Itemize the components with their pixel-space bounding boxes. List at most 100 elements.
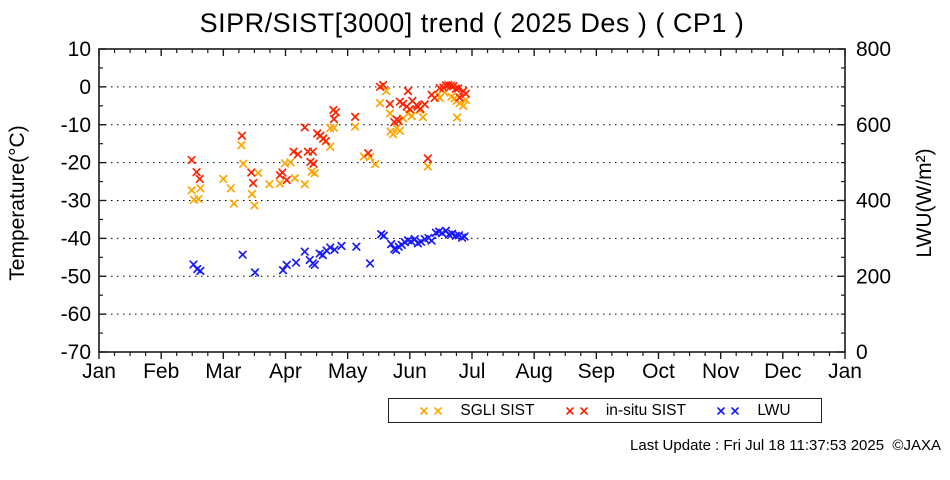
y-tick-label: 10 bbox=[68, 38, 91, 61]
plot-frame bbox=[98, 48, 846, 353]
data-point-marker bbox=[250, 201, 259, 210]
data-point-marker bbox=[326, 243, 335, 252]
data-point-marker bbox=[403, 86, 413, 96]
legend-label: SGLI SIST bbox=[460, 401, 535, 419]
x-tick-label: Jan bbox=[828, 360, 862, 383]
x-tick-label: May bbox=[328, 360, 368, 383]
data-point-marker bbox=[352, 242, 361, 251]
plot-area: 100-10-20-30-40-50-60-708006004002000Jan… bbox=[61, 38, 891, 383]
data-point-marker bbox=[226, 184, 235, 193]
data-point-marker bbox=[310, 260, 319, 270]
data-point-marker bbox=[289, 147, 298, 156]
y-axis-label-left: Temperature(°C) bbox=[6, 125, 29, 280]
data-point-marker bbox=[423, 162, 433, 171]
legend-label: in-situ SIST bbox=[605, 401, 686, 419]
data-point-marker bbox=[461, 95, 470, 104]
data-point-marker bbox=[365, 152, 375, 162]
data-point-marker bbox=[196, 266, 205, 276]
data-point-marker bbox=[237, 131, 247, 140]
data-point-marker bbox=[310, 169, 319, 178]
data-point-marker bbox=[455, 93, 464, 102]
data-point-marker bbox=[194, 194, 203, 204]
data-point-marker bbox=[321, 136, 331, 146]
legend-entry-lwu: LWU bbox=[716, 401, 791, 420]
data-point-marker bbox=[247, 168, 256, 177]
data-point-marker bbox=[420, 406, 429, 415]
y2-tick-label: 600 bbox=[856, 114, 891, 137]
data-point-marker bbox=[382, 86, 391, 96]
y-tick-label: -70 bbox=[61, 341, 91, 364]
data-point-marker bbox=[326, 142, 335, 151]
data-point-marker bbox=[291, 258, 301, 267]
data-point-marker bbox=[418, 113, 428, 122]
data-point-marker bbox=[286, 158, 295, 167]
data-point-marker bbox=[239, 159, 248, 168]
x-tick-label: Jun bbox=[393, 360, 427, 383]
y2-tick-label: 200 bbox=[856, 265, 891, 288]
data-point-marker bbox=[375, 99, 385, 108]
y2-tick-label: 800 bbox=[856, 38, 891, 61]
data-point-marker bbox=[580, 406, 588, 415]
data-point-marker bbox=[275, 179, 285, 188]
data-point-marker bbox=[250, 268, 260, 277]
data-point-marker bbox=[379, 231, 388, 240]
data-point-marker bbox=[300, 180, 309, 189]
data-point-marker bbox=[187, 155, 196, 165]
data-point-marker bbox=[219, 174, 228, 184]
data-point-marker bbox=[350, 122, 360, 131]
data-point-marker bbox=[329, 114, 339, 124]
data-point-marker bbox=[717, 406, 726, 415]
data-point-marker bbox=[370, 159, 380, 169]
data-point-marker bbox=[192, 167, 201, 177]
x-marker-icon bbox=[566, 406, 588, 415]
data-point-marker bbox=[196, 184, 205, 193]
data-point-marker bbox=[300, 247, 309, 256]
x-tick-label: Jul bbox=[459, 360, 486, 383]
x-tick-label: Dec bbox=[764, 360, 801, 383]
data-point-marker bbox=[423, 154, 433, 163]
y-tick-label: -50 bbox=[61, 265, 91, 288]
data-point-marker bbox=[278, 266, 288, 275]
data-point-marker bbox=[247, 189, 257, 199]
data-point-marker bbox=[446, 81, 456, 90]
chart-legend: SGLI SIST in-situ SIST LWU bbox=[388, 398, 822, 423]
x-tick-label: Mar bbox=[205, 360, 241, 383]
data-point-marker bbox=[365, 259, 375, 268]
data-point-marker bbox=[385, 99, 395, 109]
x-tick-label: Apr bbox=[269, 360, 302, 383]
data-point-marker bbox=[187, 186, 196, 195]
x-tick-label: Oct bbox=[642, 360, 675, 383]
data-point-marker bbox=[420, 100, 429, 109]
legend-label: LWU bbox=[757, 401, 791, 419]
data-point-marker bbox=[395, 126, 405, 135]
data-point-marker bbox=[452, 113, 462, 122]
legend-entry-in-situ-sist: in-situ SIST bbox=[565, 402, 686, 420]
y-tick-label: -60 bbox=[61, 303, 91, 326]
data-point-marker bbox=[406, 237, 416, 246]
x-tick-label: Jan bbox=[82, 360, 116, 383]
data-point-marker bbox=[407, 111, 416, 121]
y-tick-label: 0 bbox=[79, 76, 91, 99]
data-point-marker bbox=[459, 101, 468, 110]
data-point-marker bbox=[394, 116, 403, 126]
data-point-marker bbox=[364, 149, 373, 158]
data-point-marker bbox=[451, 84, 460, 93]
data-point-marker bbox=[282, 175, 291, 185]
data-point-marker bbox=[461, 89, 470, 98]
data-point-marker bbox=[249, 178, 258, 188]
y-tick-label: -40 bbox=[61, 227, 91, 250]
x-tick-label: Sep bbox=[578, 360, 615, 383]
x-marker-icon bbox=[717, 406, 740, 415]
data-point-marker bbox=[385, 109, 395, 118]
data-point-marker bbox=[331, 108, 341, 117]
data-point-marker bbox=[265, 180, 274, 189]
y-axis-label-right: LWU(W/m²) bbox=[913, 148, 936, 257]
data-point-marker bbox=[293, 150, 303, 159]
data-point-marker bbox=[290, 174, 299, 183]
data-point-marker bbox=[350, 112, 360, 121]
data-point-marker bbox=[253, 168, 263, 178]
data-point-marker bbox=[300, 123, 309, 132]
data-point-marker bbox=[237, 141, 246, 150]
